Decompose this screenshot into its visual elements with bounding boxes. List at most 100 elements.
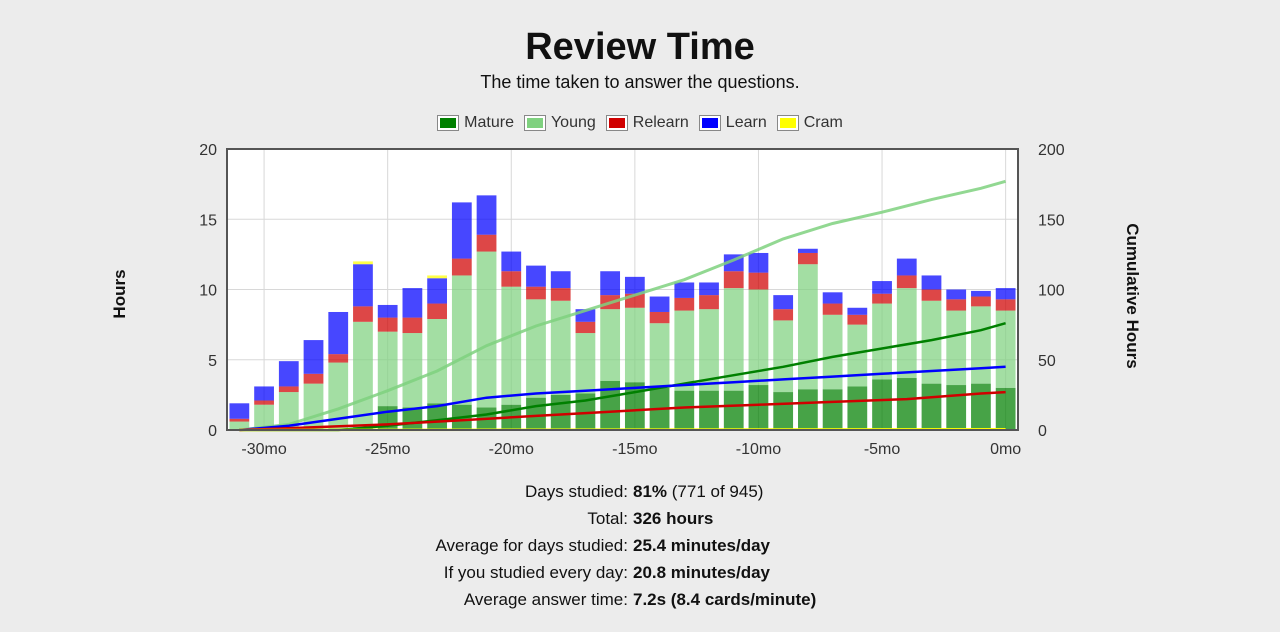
legend-swatch-mature [437,115,460,131]
bar-relearn [476,234,497,252]
bar-young [995,310,1016,388]
y-left-tick-label: 0 [208,423,217,440]
bar-mature [822,389,843,430]
plot-frame [226,148,1019,431]
bar-learn [600,271,621,296]
x-tick-label: -20mo [489,441,534,458]
bar-mature [872,379,892,430]
bar-learn [353,264,373,307]
y-left-tick-label: 20 [199,142,217,159]
stat-label: Average for days studied: [435,536,628,555]
bar-learn [896,258,917,276]
bar-relearn [946,299,967,311]
bar-cram [353,261,373,265]
bar-young [600,309,621,381]
bar-learn [451,202,472,259]
bar-mature [600,380,621,430]
legend-item-mature[interactable]: Mature [437,114,514,132]
bar-learn [526,265,546,287]
bar-mature [427,403,447,430]
x-tick-label: -5mo [864,441,901,458]
bar-mature [748,385,769,430]
bar-young [847,324,868,387]
y-left-tick-label: 10 [199,283,217,300]
bar-mature [971,383,991,430]
bar-relearn [377,317,398,332]
bar-relearn [575,321,596,334]
bar-relearn [773,309,794,321]
bar-learn [278,361,299,387]
y-right-tick-label: 50 [1038,353,1056,370]
legend-item-young[interactable]: Young [523,114,596,132]
cumulative-line-young [239,179,1007,432]
legend-swatch-learn [698,115,721,131]
bar-learn [946,289,967,300]
bar-mature [723,390,744,430]
bar-learn [971,290,991,297]
stat-label: Total: [587,509,628,528]
bar-relearn [995,299,1016,311]
bar-learn [649,296,670,312]
bar-relearn [427,303,447,320]
bar-young [971,306,991,384]
cumulative-line-learn [239,365,1006,432]
bar-learn [872,281,892,294]
bar-cram [427,275,447,279]
bar-learn [550,271,571,289]
bar-learn [995,288,1016,300]
bar-young [377,331,398,407]
x-tick-label: -30mo [241,441,286,458]
stat-label: Days studied: [525,482,628,501]
y-right-tick-label: 200 [1038,142,1065,159]
bar-relearn [402,317,423,334]
stat-value: 20.8 minutes/day [633,563,771,582]
bar-mature [699,390,719,430]
bar-mature [674,390,695,430]
bar-young [550,300,571,395]
bar-young [353,321,373,428]
bar-young [526,299,546,398]
bar-relearn [550,288,571,301]
bar-learn [847,307,868,315]
x-tick-label: -15mo [612,441,657,458]
bar-young [773,320,794,393]
bar-young [723,288,744,391]
bar-young [476,251,497,408]
chart-legend: Mature Young Relearn Learn Cram [0,114,1280,132]
x-tick-label: -25mo [365,441,410,458]
bar-relearn [921,289,942,301]
bar-relearn [649,311,670,324]
legend-swatch-young [523,115,546,131]
bar-mature [773,392,794,430]
bar-learn [427,278,447,304]
legend-label-cram: Cram [803,114,843,131]
legend-label-mature: Mature [464,114,514,131]
legend-item-cram[interactable]: Cram [776,114,843,132]
bar-relearn [674,297,695,311]
legend-swatch-cram [776,115,799,131]
y-right-tick-label: 0 [1038,423,1047,440]
bar-learn [699,282,719,296]
bar-relearn [501,271,522,287]
legend-item-relearn[interactable]: Relearn [605,114,689,132]
bar-young [451,275,472,405]
bar-young [798,264,818,390]
bar-relearn [229,418,250,422]
bar-mature [550,394,571,430]
bar-young [427,319,447,404]
bar-relearn [254,400,274,405]
stat-row-average-days-studied: Average for days studied: 25.4 minutes/d… [0,532,1280,559]
stat-row-answer-time: Average answer time: 7.2s (8.4 cards/min… [0,586,1280,613]
stat-value: 326 hours [633,509,714,528]
bar-mature [896,378,917,430]
bar-learn [798,248,818,253]
stat-value: 25.4 minutes/day [633,536,771,555]
stat-row-total: Total: 326 hours [0,505,1280,532]
bar-learn [822,292,843,304]
stat-extra: (771 of 945) [667,482,764,501]
legend-item-learn[interactable]: Learn [698,114,767,132]
bar-relearn [748,272,769,290]
bar-relearn [526,286,546,300]
bar-mature [798,389,818,430]
bar-learn [674,282,695,298]
